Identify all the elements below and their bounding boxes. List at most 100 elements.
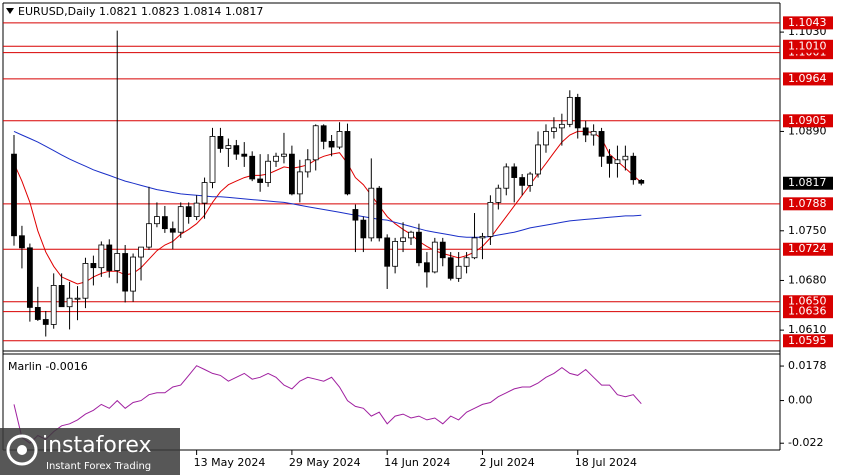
- candle-body: [638, 180, 645, 184]
- candle-body: [11, 153, 17, 237]
- candle-body: [281, 153, 287, 157]
- watermark-box: [0, 428, 180, 475]
- candle-body: [455, 265, 462, 279]
- candle-body: [622, 155, 629, 161]
- tagline: Instant Forex Trading: [46, 461, 151, 472]
- candle-body: [177, 206, 184, 233]
- x-tick-label: 29 May 2024: [289, 456, 361, 469]
- line: [13, 130, 642, 238]
- candle-body: [249, 155, 256, 180]
- level-label: 1.0788: [788, 197, 827, 210]
- candle-body: [527, 173, 533, 186]
- candle-body: [201, 182, 208, 204]
- chart-title: EURUSD,Daily 1.0821 1.0823 1.0814 1.0817: [18, 5, 263, 18]
- level-label: 1.1010: [788, 39, 827, 52]
- plot: 1.10301.08901.07501.06801.06100.01780.00…: [3, 16, 833, 469]
- candle-body: [328, 140, 335, 148]
- candle-body: [304, 159, 311, 173]
- level-label: 1.0650: [788, 295, 827, 308]
- candle-body: [98, 244, 105, 269]
- y-tick-label: 0.0178: [788, 359, 827, 372]
- candle-body: [161, 216, 168, 230]
- candle-body: [90, 263, 97, 269]
- candle-body: [312, 125, 319, 161]
- candle-body: [630, 155, 637, 181]
- level-label: 1.1043: [788, 16, 827, 29]
- candle-body: [614, 159, 621, 164]
- candle-body: [106, 244, 113, 271]
- candle-body: [34, 307, 41, 320]
- collapse-icon: [6, 8, 14, 14]
- candle-body: [582, 127, 589, 136]
- candle-body: [26, 247, 33, 308]
- candle-body: [590, 131, 597, 136]
- level-label-box: [783, 197, 833, 211]
- candle-body: [487, 202, 494, 237]
- level-label-box: [783, 242, 833, 256]
- level-label: 1.0905: [788, 114, 827, 127]
- candle-body: [400, 237, 406, 242]
- watermark: instaforex Instant Forex Trading: [0, 428, 180, 475]
- candle-body: [122, 253, 129, 292]
- candle-body: [566, 96, 573, 125]
- candle-body: [320, 125, 327, 142]
- candle-body: [368, 187, 375, 239]
- candle-body: [535, 144, 541, 175]
- candle-body: [50, 285, 57, 325]
- candle-body: [360, 219, 367, 239]
- x-tick-label: 14 Jun 2024: [384, 456, 450, 469]
- line: [13, 130, 642, 285]
- candle-body: [146, 223, 152, 248]
- level-label-box: [783, 114, 833, 128]
- candle-body: [241, 153, 248, 157]
- candle-body: [169, 228, 176, 233]
- candle-body: [495, 187, 502, 203]
- candle-body: [384, 237, 391, 267]
- candle-body: [114, 253, 121, 271]
- y-tick-label: 1.0890: [788, 124, 827, 137]
- candle-body: [598, 131, 605, 157]
- y-tick-label: -0.022: [788, 436, 823, 449]
- candle-body: [154, 216, 160, 225]
- candle-body: [225, 145, 232, 149]
- level-label-box: [783, 295, 833, 309]
- candle-body: [66, 297, 73, 308]
- candle-body: [42, 319, 49, 325]
- candle-body: [265, 160, 271, 183]
- level-label: 1.0964: [788, 72, 827, 85]
- last-price-box: [783, 176, 833, 190]
- candle-body: [336, 131, 343, 148]
- candle-body: [416, 231, 422, 264]
- y-tick-label: 1.0750: [788, 224, 827, 237]
- last-price-label: 1.0817: [788, 176, 827, 189]
- indicator-title: Marlin -0.0016: [8, 360, 88, 373]
- candle-body: [511, 166, 518, 178]
- brand: instaforex: [42, 433, 152, 458]
- candle-body: [471, 237, 478, 259]
- candle-body: [551, 127, 557, 132]
- candle-body: [217, 136, 224, 149]
- candle-body: [463, 257, 470, 267]
- candle-body: [273, 155, 279, 162]
- level-label-box: [783, 39, 833, 53]
- candle-body: [392, 241, 399, 267]
- candle-body: [344, 131, 351, 195]
- y-tick-label: 0.00: [788, 394, 813, 407]
- logo-icon: [6, 434, 38, 466]
- candle-body: [558, 123, 565, 129]
- candle-body: [606, 155, 613, 164]
- candle-body: [193, 202, 200, 217]
- candle-body: [543, 131, 549, 146]
- candle-body: [209, 136, 216, 183]
- candle-body: [479, 236, 486, 239]
- candle-body: [233, 145, 240, 155]
- level-label-box: [783, 305, 833, 319]
- level-label-box: [783, 72, 833, 86]
- candle-body: [19, 235, 25, 249]
- y-tick-label: 1.0680: [788, 273, 827, 286]
- candle-body: [74, 297, 81, 300]
- y-tick-label: 1.0610: [788, 323, 827, 336]
- candle-body: [296, 171, 303, 195]
- candle-body: [574, 96, 581, 129]
- candle-body: [257, 178, 264, 183]
